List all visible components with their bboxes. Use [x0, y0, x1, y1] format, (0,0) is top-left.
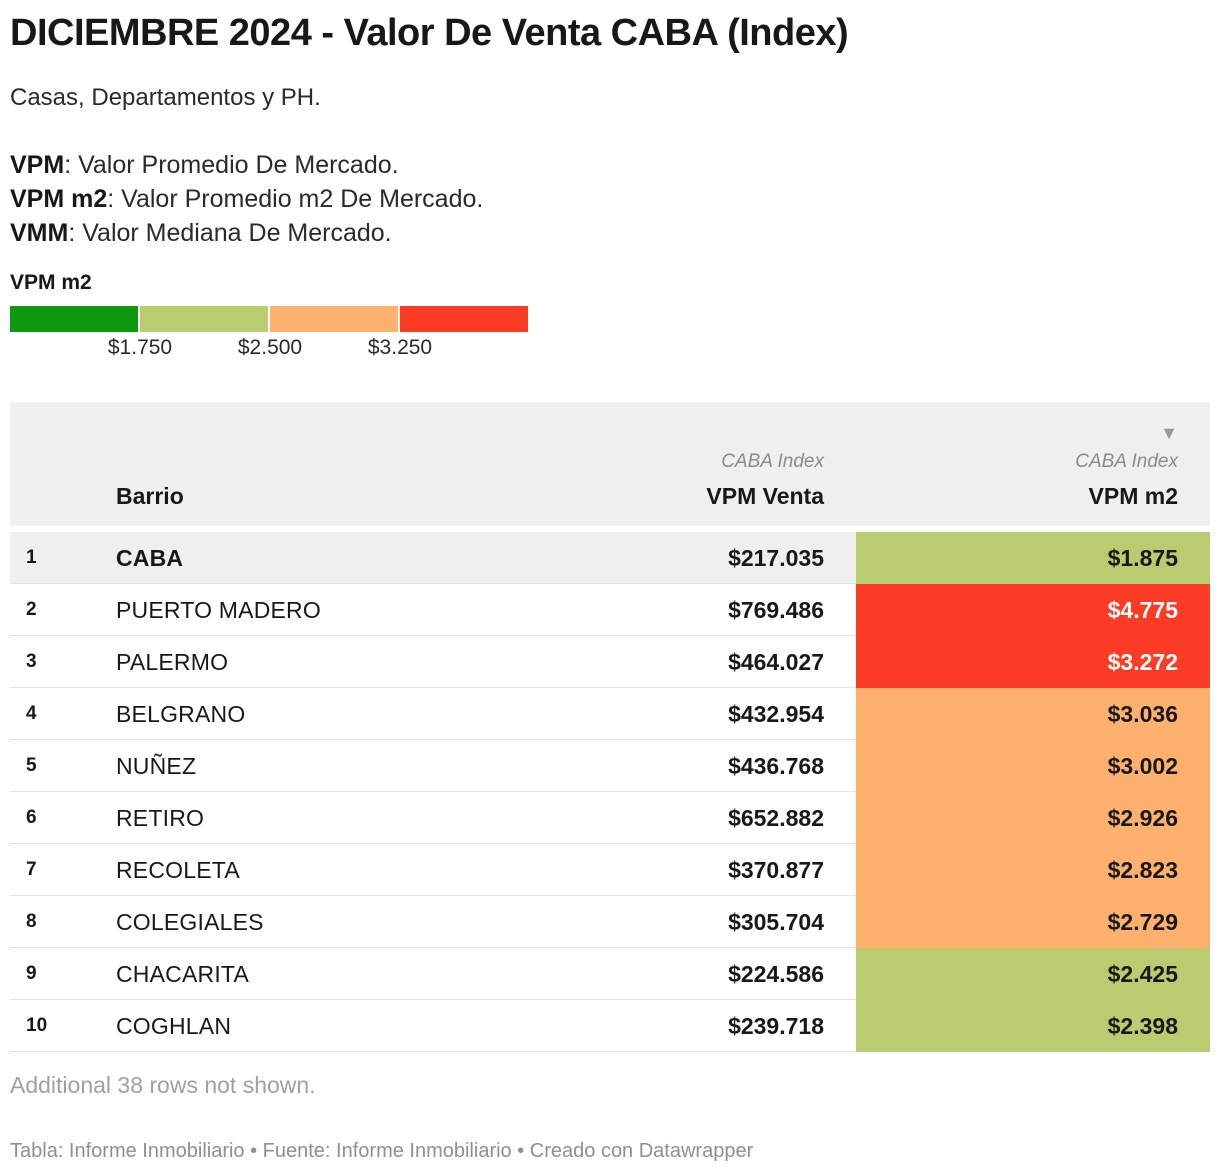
legend-tick: $1.750: [107, 336, 173, 359]
vpm-m2-cell: $4.775: [856, 584, 1210, 636]
vpm-m2-value: $2.926: [1107, 805, 1178, 831]
table-body: 1 CABA $217.035 $1.875 2 PUERTO MADERO $769.48…: [10, 532, 1210, 1052]
sort-descending-icon[interactable]: ▼: [1160, 423, 1178, 443]
vpm-m2-value: $2.729: [1107, 909, 1178, 935]
vpm-m2-value: $4.775: [1107, 597, 1178, 623]
vpm-venta-cell: $224.586: [728, 961, 824, 987]
vpm-m2-cell: $2.729: [856, 896, 1210, 948]
vpm-venta-cell: $432.954: [728, 701, 824, 727]
vpm-venta-cell: $436.768: [728, 753, 824, 779]
vpm-m2-value: $1.875: [1107, 545, 1178, 571]
legend-swatch: [140, 306, 268, 332]
vpm-m2-cell: $2.926: [856, 792, 1210, 844]
definition-desc: : Valor Promedio De Mercado.: [64, 151, 399, 179]
barrio-cell: CHACARITA: [116, 961, 249, 987]
vpm-venta-cell: $370.877: [728, 857, 824, 883]
table-row: 4 BELGRANO $432.954 $3.036: [10, 688, 1210, 740]
definition-desc: : Valor Mediana De Mercado.: [68, 219, 392, 247]
vpm-m2-value: $2.425: [1107, 961, 1178, 987]
legend-swatch: [10, 306, 138, 332]
legend-title: VPM m2: [10, 271, 92, 294]
vpm-venta-cell: $239.718: [728, 1013, 824, 1039]
table-row: 8 COLEGIALES $305.704 $2.729: [10, 896, 1210, 948]
table-row: 2 PUERTO MADERO $769.486 $4.775: [10, 584, 1210, 636]
vpm-m2-cell: $2.425: [856, 948, 1210, 1000]
vpm-m2-value: $3.036: [1107, 701, 1178, 727]
vpm-m2-value: $2.823: [1107, 857, 1178, 883]
table-header: ▼ Barrio CABA Index VPM Venta CABA Index…: [10, 402, 1210, 526]
vpm-venta-cell: $652.882: [728, 805, 824, 831]
column-header-vpm-venta[interactable]: VPM Venta: [706, 483, 824, 509]
rank-cell: 10: [26, 1015, 48, 1036]
barrio-cell: COLEGIALES: [116, 909, 264, 935]
vpm-venta-cell: $217.035: [728, 545, 824, 571]
rank-cell: 3: [26, 651, 37, 672]
color-legend: [10, 306, 528, 332]
rows-not-shown-note: Additional 38 rows not shown.: [10, 1072, 316, 1098]
definition-vmm: VMM: Valor Mediana De Mercado.: [10, 216, 483, 250]
vpm-m2-cell: $2.398: [856, 1000, 1210, 1052]
barrio-cell: CABA: [116, 545, 184, 571]
barrio-cell: COGHLAN: [116, 1013, 232, 1039]
barrio-cell: PUERTO MADERO: [116, 597, 321, 623]
table-row: 3 PALERMO $464.027 $3.272: [10, 636, 1210, 688]
footer-credits: Tabla: Informe Inmobiliario • Fuente: In…: [10, 1140, 754, 1162]
column-subheader-m2: CABA Index: [1075, 451, 1178, 472]
definition-vpm-m2: VPM m2: Valor Promedio m2 De Mercado.: [10, 182, 483, 216]
table-row: 10 COGHLAN $239.718 $2.398: [10, 1000, 1210, 1052]
column-header-vpm-m2[interactable]: VPM m2: [1088, 483, 1178, 509]
rank-cell: 5: [26, 755, 37, 776]
column-header-barrio[interactable]: Barrio: [116, 483, 184, 509]
rank-cell: 9: [26, 963, 37, 984]
rank-cell: 2: [26, 599, 37, 620]
table-row: 5 NUÑEZ $436.768 $3.002: [10, 740, 1210, 792]
subtitle: Casas, Departamentos y PH.: [10, 84, 321, 111]
vpm-m2-value: $3.272: [1107, 649, 1178, 675]
vpm-m2-cell: $3.002: [856, 740, 1210, 792]
vpm-m2-value: $3.002: [1107, 753, 1178, 779]
table-row: 1 CABA $217.035 $1.875: [10, 532, 1210, 584]
rank-cell: 6: [26, 807, 37, 828]
barrio-cell: PALERMO: [116, 649, 229, 675]
vpm-venta-cell: $769.486: [728, 597, 824, 623]
vpm-m2-cell: $3.036: [856, 688, 1210, 740]
barrio-cell: RETIRO: [116, 805, 205, 831]
table-row: 7 RECOLETA $370.877 $2.823: [10, 844, 1210, 896]
vpm-venta-cell: $464.027: [728, 649, 824, 675]
definition-term: VPM m2: [10, 185, 108, 213]
data-table: ▼ Barrio CABA Index VPM Venta CABA Index…: [10, 402, 1210, 1052]
legend-tick: $2.500: [237, 336, 303, 359]
vpm-m2-value: $2.398: [1107, 1013, 1178, 1039]
vpm-m2-cell: $1.875: [856, 532, 1210, 584]
legend-swatch: [270, 306, 398, 332]
legend-swatch: [400, 306, 528, 332]
vpm-m2-cell: $3.272: [856, 636, 1210, 688]
barrio-cell: RECOLETA: [116, 857, 240, 883]
rank-cell: 1: [26, 547, 37, 568]
rank-cell: 7: [26, 859, 37, 880]
definition-vpm: VPM: Valor Promedio De Mercado.: [10, 148, 483, 182]
vpm-m2-cell: $2.823: [856, 844, 1210, 896]
barrio-cell: BELGRANO: [116, 701, 246, 727]
rank-cell: 4: [26, 703, 37, 724]
definition-desc: : Valor Promedio m2 De Mercado.: [107, 185, 484, 213]
rank-cell: 8: [26, 911, 37, 932]
barrio-cell: NUÑEZ: [116, 753, 197, 779]
legend-tick: $3.250: [367, 336, 433, 359]
definition-term: VPM: [10, 151, 65, 179]
column-subheader-venta: CABA Index: [721, 451, 824, 472]
page-title: DICIEMBRE 2024 - Valor De Venta CABA (In…: [10, 12, 849, 54]
vpm-venta-cell: $305.704: [728, 909, 824, 935]
table-row: 6 RETIRO $652.882 $2.926: [10, 792, 1210, 844]
definitions: VPM: Valor Promedio De Mercado. VPM m2: …: [10, 148, 483, 250]
table-row: 9 CHACARITA $224.586 $2.425: [10, 948, 1210, 1000]
definition-term: VMM: [10, 219, 69, 247]
